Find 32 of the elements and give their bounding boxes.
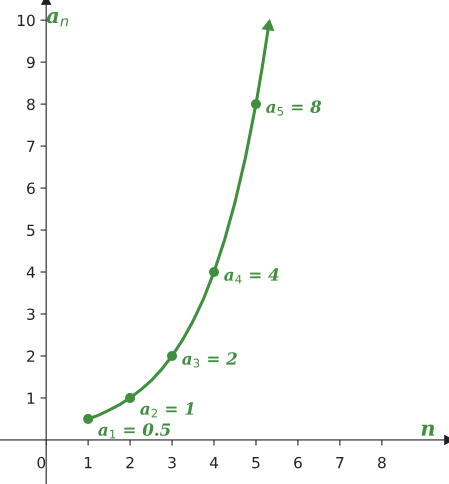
x-tick-label: 2 [126,456,134,468]
annotation: a$_{3}$ = 2 [182,352,237,368]
x-tick-label: 4 [210,457,218,468]
y-tick-label: 7 [27,140,34,152]
annotation: a$_{1}$ = 0.5 [98,423,170,438]
point [250,99,262,110]
y-tick-label: 3 [27,308,35,320]
point [167,350,178,362]
x-tick-label: 1 [84,457,92,468]
x-tick-label: 7 [336,457,344,468]
x-tick-label: 8 [378,456,386,468]
y-axis-title: a$_{n}$ [46,12,68,26]
point [208,266,220,278]
x-tick-label: 0 [37,456,46,468]
annotation: a$_{4}$ = 4 [224,268,279,284]
annotation: a$_{5}$ = 8 [266,100,322,116]
y-tick-label: 5 [27,224,34,236]
y-tick-label: 8 [27,98,35,110]
annotation: a$_{2}$ = 1 [140,402,194,418]
y-tick-label: 9 [26,56,35,68]
y-tick-label: 2 [27,350,34,362]
x-tick-label: 3 [168,456,176,468]
point [83,414,94,424]
x-tick-label: 5 [252,457,260,468]
point [262,20,274,32]
y-tick-label: 4 [26,266,35,278]
y-tick-label: 10 [18,14,35,26]
y-tick-label: 1 [28,392,34,404]
point [125,392,136,403]
y-tick-label: 6 [27,182,35,194]
x-tick-label: 6 [294,456,302,468]
x-axis-title: n [422,424,434,436]
